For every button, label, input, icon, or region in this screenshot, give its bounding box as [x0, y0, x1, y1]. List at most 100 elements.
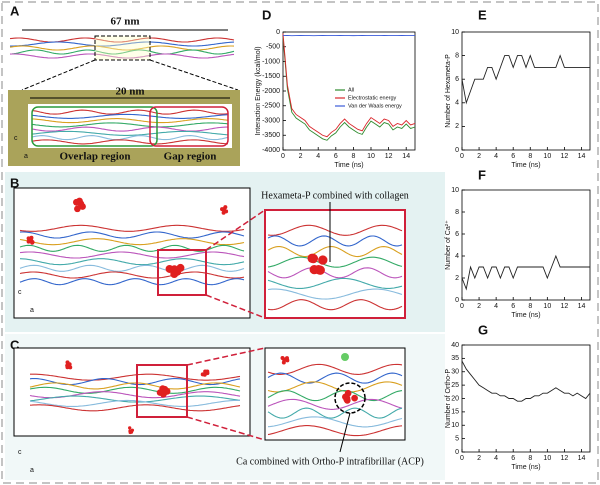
x-tick-label: 12 [561, 455, 569, 462]
x-tick-label: 12 [561, 303, 569, 310]
data-line [282, 33, 416, 138]
y-tick-label: -3500 [262, 132, 280, 139]
y-axis-label: Interaction Energy (kcal/mol) [255, 46, 262, 135]
panel-label: A [10, 3, 20, 18]
molecule [280, 355, 285, 360]
x-tick-label: 8 [351, 153, 355, 160]
axis-label: a [24, 153, 28, 160]
strand [19, 238, 245, 246]
x-tick-label: 6 [334, 153, 338, 160]
zoom-image [264, 209, 406, 319]
zoom-line [186, 416, 266, 441]
region-label: Gap region [164, 151, 217, 163]
x-tick-label: 14 [578, 153, 586, 160]
x-tick-label: 12 [385, 153, 393, 160]
x-tick-label: 2 [477, 153, 481, 160]
y-axis-label: Number of Ca²⁺ [445, 220, 452, 270]
region-label: Overlap region [60, 151, 131, 163]
zoom-box [94, 35, 151, 61]
legend-label: All [348, 87, 354, 93]
plot-frame [461, 189, 591, 301]
strand [31, 118, 229, 124]
zoom-line [21, 59, 96, 91]
legend-label: Van der Waals energy [348, 103, 402, 109]
y-tick-label: -2000 [262, 88, 280, 95]
strand [31, 135, 229, 141]
molecule [176, 263, 185, 272]
y-tick-label: -2500 [262, 103, 280, 110]
x-tick-label: 14 [578, 455, 586, 462]
strand [31, 130, 229, 136]
gap-box [149, 106, 229, 147]
y-tick-label: 10 [451, 29, 459, 36]
y-tick-label: 5 [455, 435, 459, 442]
strand [30, 373, 241, 381]
molecule [285, 358, 290, 363]
strand [29, 395, 241, 403]
panel-label: F [478, 167, 486, 182]
y-tick-label: 10 [451, 187, 459, 194]
panel-label: C [10, 337, 20, 352]
molecule [318, 255, 328, 265]
molecule [281, 360, 286, 365]
molecule [79, 203, 86, 210]
y-axis-label: Number of Ortho-P [445, 369, 452, 428]
molecule [76, 197, 83, 205]
x-tick-label: 0 [460, 455, 464, 462]
data-line [461, 254, 590, 291]
y-tick-label: 20 [451, 395, 459, 402]
overlap-box [31, 106, 158, 147]
x-tick-label: 2 [477, 303, 481, 310]
strand [19, 224, 245, 232]
legend-label: Electrostatic energy [348, 95, 397, 101]
zoom-line [186, 347, 266, 366]
x-tick-label: 14 [578, 303, 586, 310]
strand [267, 372, 403, 384]
strand [267, 416, 403, 428]
strand [267, 246, 403, 258]
x-axis-label: Time (ns) [511, 312, 540, 319]
molecule [29, 238, 34, 243]
highlight [334, 382, 366, 414]
y-tick-label: 2 [455, 123, 459, 130]
molecule [202, 372, 207, 377]
x-tick-label: 0 [281, 153, 285, 160]
y-tick-label: 8 [455, 52, 459, 59]
x-tick-label: 10 [543, 303, 551, 310]
zoom-box [157, 249, 207, 296]
zoom-line [149, 59, 239, 91]
y-tick-label: 15 [451, 409, 459, 416]
strand [31, 122, 229, 128]
x-tick-label: 2 [299, 153, 303, 160]
molecule [68, 365, 73, 370]
molecule [221, 210, 226, 215]
y-tick-label: -1500 [262, 73, 280, 80]
strand [267, 363, 403, 375]
annotation: Hexameta-P combined with collagen [261, 190, 409, 201]
molecule [130, 428, 135, 432]
molecule [343, 397, 351, 404]
molecule [159, 385, 167, 392]
molecule [205, 369, 210, 374]
y-tick-label: 0 [455, 297, 459, 304]
axis-label: c [18, 289, 22, 296]
x-axis-label: Time (ns) [511, 162, 540, 169]
x-tick-label: 10 [543, 455, 551, 462]
x-tick-label: 8 [528, 303, 532, 310]
y-axis-label: Number of Hexameta-P [445, 54, 452, 128]
zoom-line [205, 294, 266, 319]
strand [9, 37, 235, 43]
y-tick-label: 40 [451, 342, 459, 349]
panel-label: E [478, 7, 487, 22]
charts: D0 2 4 6 8 10 12 140-500-1000-1500-2000-2500-30… [255, 7, 591, 471]
strand [31, 113, 229, 119]
axis-label: a [30, 307, 34, 314]
molecule [67, 362, 72, 367]
molecule [307, 253, 317, 263]
y-tick-label: -500 [266, 44, 280, 51]
x-tick-label: 4 [494, 153, 498, 160]
x-tick-label: 8 [528, 153, 532, 160]
strand [29, 386, 241, 394]
